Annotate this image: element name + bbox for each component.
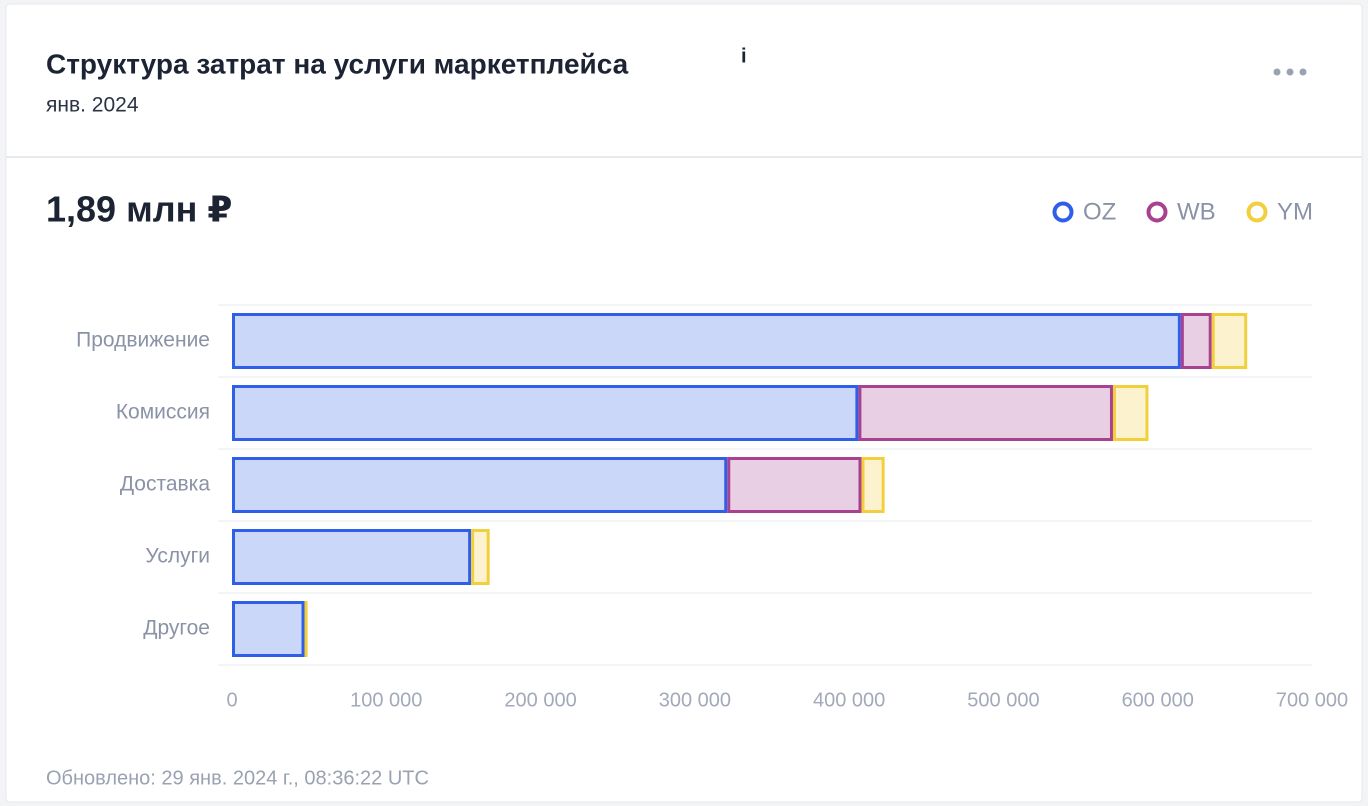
card-subtitle: янв. 2024 (46, 94, 139, 117)
y-tick-label: Услуги (145, 545, 210, 568)
bar (861, 457, 885, 513)
bar (471, 529, 490, 585)
card-title: Структура затрат на услуги маркетплейса (46, 48, 629, 79)
bar (232, 529, 472, 585)
card (5, 3, 1363, 803)
info-icon[interactable]: i (741, 45, 747, 67)
legend-label: WB (1177, 198, 1216, 225)
bar (232, 313, 1181, 369)
x-tick-label: 500 000 (967, 689, 1039, 711)
y-tick-label: Другое (143, 617, 210, 640)
legend-marker (1146, 201, 1168, 223)
x-tick-label: 200 000 (504, 689, 576, 711)
total-value: 1,89 млн ₽ (46, 189, 232, 230)
x-tick-label: 0 (226, 689, 237, 711)
x-tick-label: 100 000 (350, 689, 422, 711)
legend-label: OZ (1083, 198, 1116, 225)
x-tick-label: 600 000 (1122, 689, 1194, 711)
x-tick-label: 400 000 (813, 689, 885, 711)
legend-marker (1246, 201, 1268, 223)
legend-marker (1052, 201, 1074, 223)
y-tick-label: Продвижение (76, 329, 210, 352)
bar (1211, 313, 1248, 369)
bar (858, 385, 1113, 441)
bar (727, 457, 862, 513)
updated-note: Обновлено: 29 янв. 2024 г., 08:36:22 UTC (46, 767, 429, 789)
bar (232, 601, 305, 657)
legend-label: YM (1277, 198, 1313, 225)
x-tick-label: 300 000 (659, 689, 731, 711)
y-tick-label: Комиссия (116, 401, 210, 424)
bar (1180, 313, 1212, 369)
bar (232, 457, 728, 513)
bar (232, 385, 859, 441)
y-tick-label: Доставка (120, 473, 211, 496)
x-tick-label: 700 000 (1276, 689, 1348, 711)
menu-button[interactable] (1273, 68, 1307, 76)
bar (1112, 385, 1149, 441)
